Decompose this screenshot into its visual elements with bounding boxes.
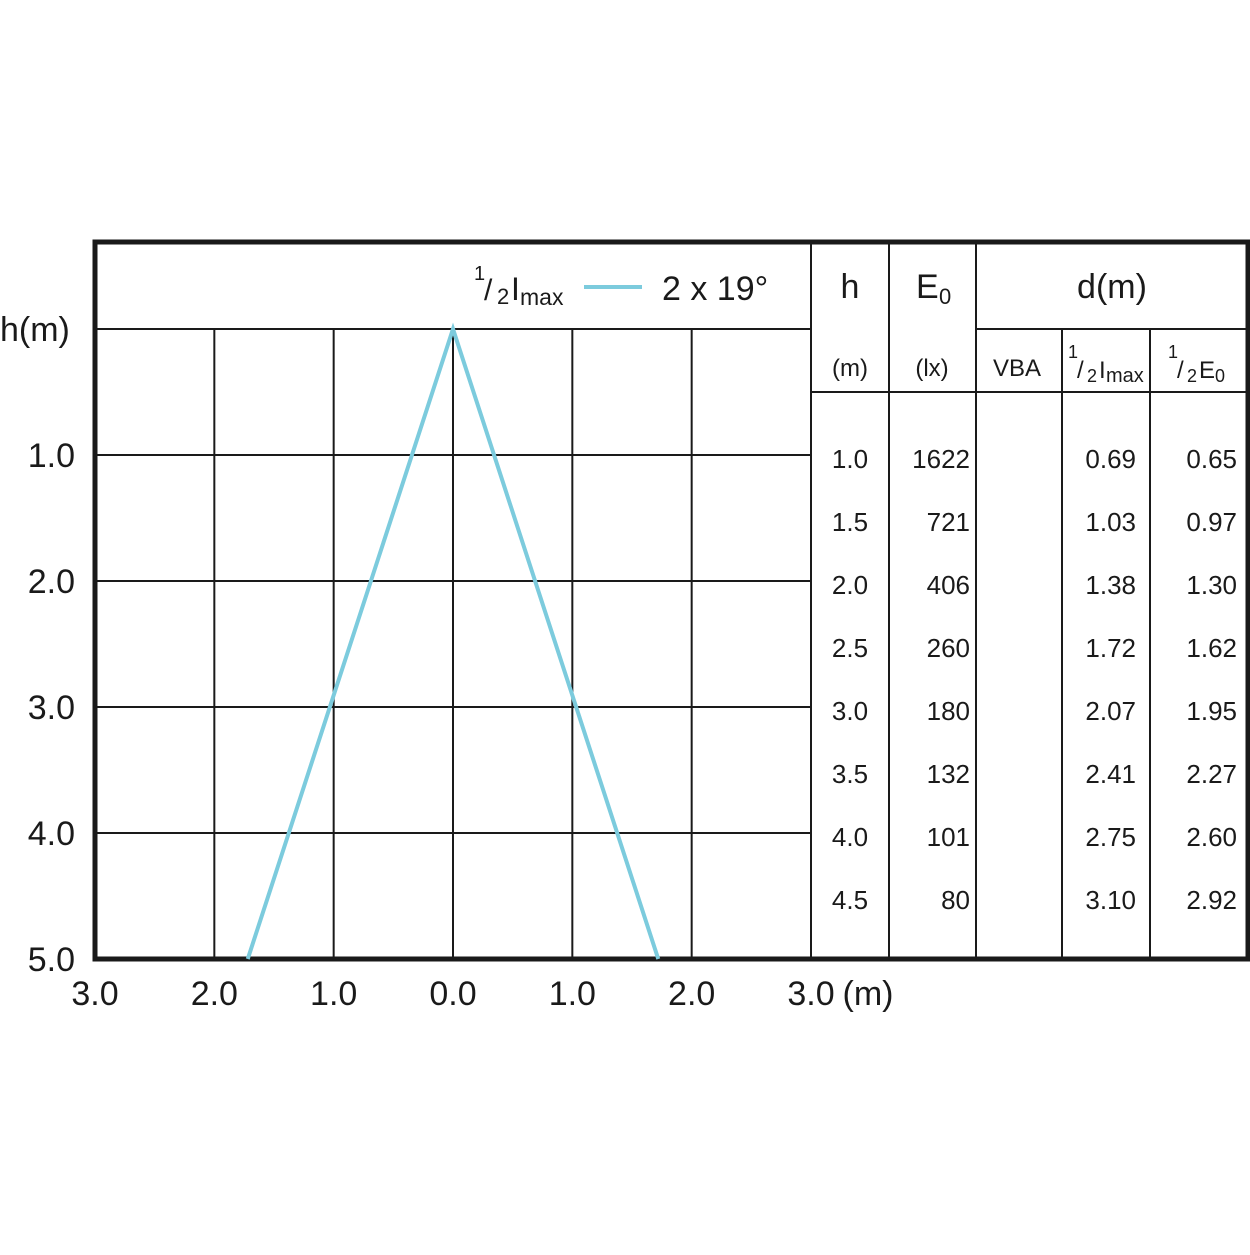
- header-imax-sub: max: [1106, 365, 1144, 387]
- cell-half-e0: 1.30: [1186, 570, 1237, 600]
- x-tick-label: 2.0: [191, 975, 238, 1013]
- legend-fraction-slash: /: [484, 274, 493, 307]
- cell-half-e0: 2.60: [1186, 822, 1237, 852]
- cell-h: 4.5: [832, 885, 868, 915]
- table-header: h (m) E 0 (lx) d(m) VBA 1 / 2 I max 1 / …: [832, 268, 1225, 387]
- header-imax-slash: /: [1077, 357, 1084, 384]
- header-e0-unit: (lx): [915, 355, 948, 382]
- header-imax-num: 1: [1068, 342, 1078, 362]
- header-e0-main: E: [916, 268, 939, 306]
- x-tick-label: 3.0: [787, 975, 834, 1013]
- header-vba: VBA: [993, 355, 1041, 382]
- cell-h: 1.5: [832, 507, 868, 537]
- cell-half-imax: 2.75: [1085, 822, 1136, 852]
- cell-e0: 180: [927, 696, 970, 726]
- header-e0half-main: E: [1199, 357, 1215, 384]
- cell-half-imax: 1.72: [1085, 633, 1136, 663]
- legend-fraction-num: 1: [474, 263, 485, 285]
- cell-e0: 260: [927, 633, 970, 663]
- y-axis-label: h(m): [0, 311, 70, 349]
- axis-labels: 3.0 2.0 1.0 0.0 1.0 2.0 3.0 (m)h(m)1.02.03.04.0…: [0, 311, 893, 1013]
- header-e0half-num: 1: [1168, 342, 1178, 362]
- cell-half-e0: 2.27: [1186, 759, 1237, 789]
- header-imax-den: 2: [1087, 366, 1097, 386]
- cell-h: 2.0: [832, 570, 868, 600]
- cell-h: 2.5: [832, 633, 868, 663]
- y-tick-label: 2.0: [28, 563, 75, 601]
- x-tick-label: 2.0: [668, 975, 715, 1013]
- y-tick-label: 3.0: [28, 689, 75, 727]
- beam-lines: [245, 322, 661, 960]
- cell-h: 3.5: [832, 759, 868, 789]
- cell-half-e0: 1.95: [1186, 696, 1237, 726]
- cell-e0: 406: [927, 570, 970, 600]
- cell-e0: 80: [941, 885, 970, 915]
- cell-h: 4.0: [832, 822, 868, 852]
- cell-half-imax: 1.03: [1085, 507, 1136, 537]
- header-h-unit: (m): [832, 355, 868, 382]
- x-axis-unit: (m): [843, 975, 894, 1013]
- cell-half-e0: 0.65: [1186, 444, 1237, 474]
- outer-frame: [92, 239, 1250, 962]
- header-e0half-slash: /: [1177, 357, 1184, 384]
- header-e0half-den: 2: [1187, 366, 1197, 386]
- cell-half-e0: 0.97: [1186, 507, 1237, 537]
- cell-half-imax: 2.41: [1085, 759, 1136, 789]
- cell-e0: 721: [927, 507, 970, 537]
- header-h: h: [841, 268, 860, 306]
- header-e0half-sub: 0: [1215, 366, 1225, 386]
- header-d: d(m): [1077, 268, 1147, 306]
- table-grid-lines: [810, 242, 1248, 959]
- header-e0-sub: 0: [939, 284, 951, 309]
- x-tick-label: 3.0: [71, 975, 118, 1013]
- y-tick-label: 4.0: [28, 815, 75, 853]
- cell-half-imax: 1.38: [1085, 570, 1136, 600]
- cell-half-imax: 2.07: [1085, 696, 1136, 726]
- legend-fraction-den: 2: [497, 284, 509, 309]
- y-tick-label: 5.0: [28, 941, 75, 979]
- cell-e0: 1622: [912, 444, 970, 474]
- cell-e0: 132: [927, 759, 970, 789]
- y-tick-label: 1.0: [28, 437, 75, 475]
- cell-half-imax: 0.69: [1085, 444, 1136, 474]
- x-tick-label: 1.0: [549, 975, 596, 1013]
- table-rows: 1.0 1622 0.69 0.65 1.5 721 1.03 0.97 2.0 406 1.38 1…: [832, 444, 1237, 915]
- legend-imax-sub: max: [520, 284, 564, 310]
- cell-h: 1.0: [832, 444, 868, 474]
- legend-beam-label: 2 x 19°: [662, 270, 768, 308]
- cell-half-imax: 3.10: [1085, 885, 1136, 915]
- x-tick-label: 1.0: [310, 975, 357, 1013]
- header-imax-main: I: [1099, 357, 1106, 384]
- cell-half-e0: 1.62: [1186, 633, 1237, 663]
- legend: 1 / 2 I max 2 x 19°: [474, 263, 768, 310]
- x-tick-label: 0.0: [429, 975, 476, 1013]
- plot-grid: [95, 328, 811, 959]
- cell-h: 3.0: [832, 696, 868, 726]
- beam-series-line: [245, 322, 661, 960]
- legend-imax-main: I: [511, 271, 520, 307]
- cell-half-e0: 2.92: [1186, 885, 1237, 915]
- cell-e0: 101: [927, 822, 970, 852]
